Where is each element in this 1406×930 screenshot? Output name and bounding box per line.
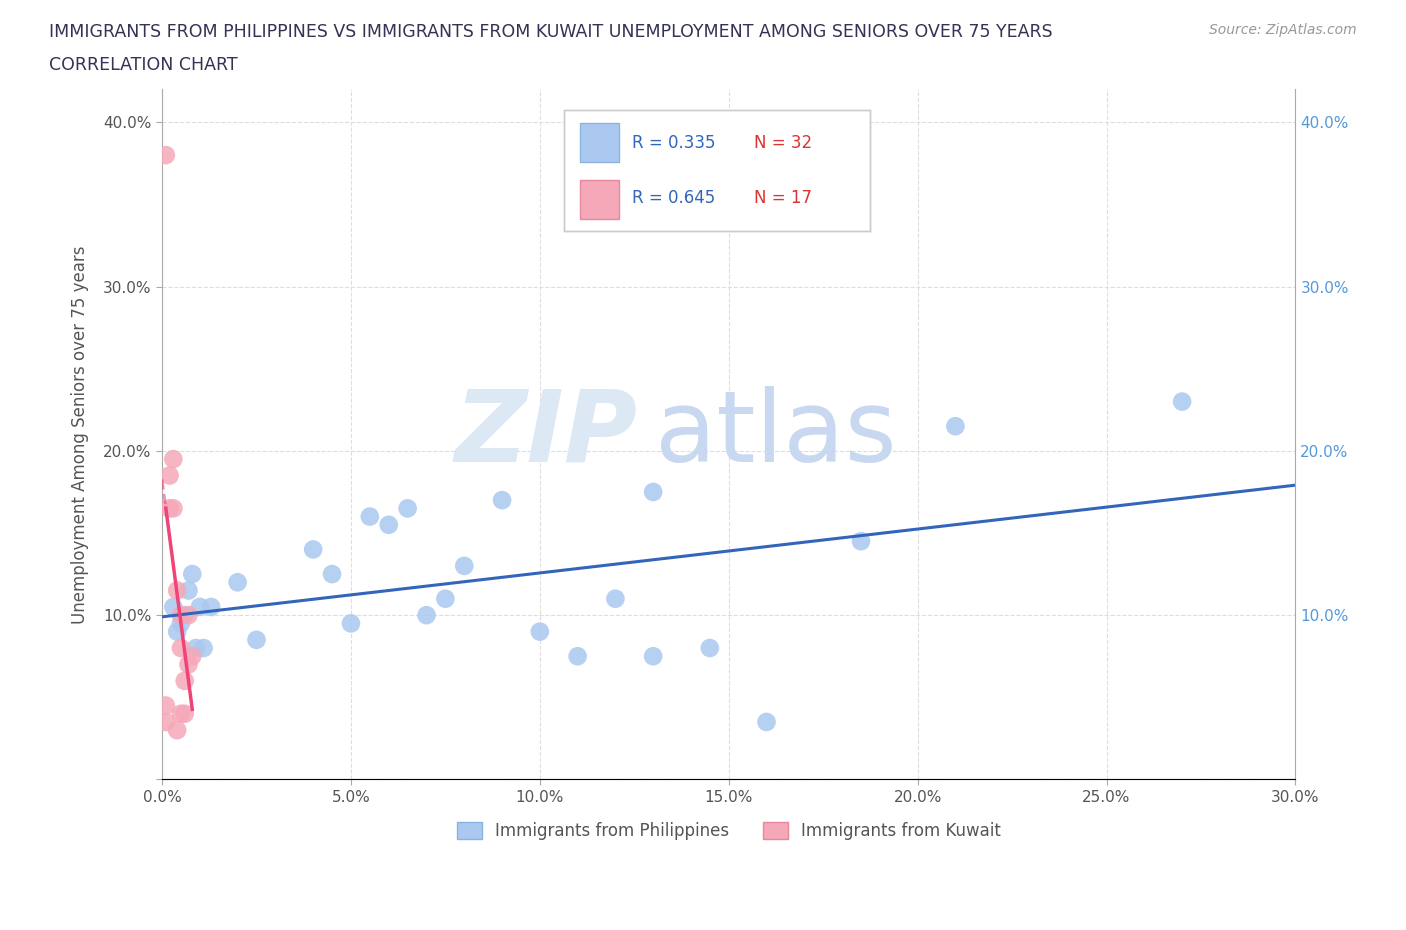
Point: [177, 607, 200, 622]
Point: [699, 641, 721, 656]
Text: atlas: atlas: [655, 386, 897, 483]
Point: [177, 583, 200, 598]
Point: [188, 600, 211, 615]
Point: [415, 607, 437, 622]
Point: [340, 616, 363, 631]
Point: [181, 649, 204, 664]
Point: [162, 600, 184, 615]
Point: [245, 632, 267, 647]
Point: [302, 542, 325, 557]
Point: [166, 723, 188, 737]
Point: [193, 641, 215, 656]
Point: [377, 517, 399, 532]
Y-axis label: Unemployment Among Seniors over 75 years: Unemployment Among Seniors over 75 years: [72, 246, 89, 624]
Point: [173, 706, 195, 721]
Point: [453, 558, 475, 573]
Point: [173, 673, 195, 688]
Point: [529, 624, 551, 639]
Point: [605, 591, 627, 606]
Point: [177, 657, 200, 671]
Text: CORRELATION CHART: CORRELATION CHART: [49, 56, 238, 73]
Point: [200, 600, 222, 615]
Point: [162, 501, 184, 516]
Point: [396, 501, 419, 516]
Point: [945, 418, 967, 433]
Point: [170, 641, 193, 656]
Point: [170, 616, 193, 631]
Point: [173, 607, 195, 622]
Point: [1171, 394, 1194, 409]
Point: [155, 714, 177, 729]
Point: [181, 566, 204, 581]
Legend: Immigrants from Philippines, Immigrants from Kuwait: Immigrants from Philippines, Immigrants …: [450, 816, 1008, 847]
Point: [159, 501, 181, 516]
Point: [491, 493, 513, 508]
Point: [170, 706, 193, 721]
Point: [321, 566, 343, 581]
Point: [166, 583, 188, 598]
Point: [755, 714, 778, 729]
Text: IMMIGRANTS FROM PHILIPPINES VS IMMIGRANTS FROM KUWAIT UNEMPLOYMENT AMONG SENIORS: IMMIGRANTS FROM PHILIPPINES VS IMMIGRANT…: [49, 23, 1053, 41]
Point: [643, 649, 665, 664]
Point: [359, 509, 381, 524]
Point: [166, 624, 188, 639]
Point: [849, 534, 872, 549]
Point: [643, 485, 665, 499]
Point: [170, 607, 193, 622]
Point: [226, 575, 249, 590]
Point: [567, 649, 589, 664]
Text: Source: ZipAtlas.com: Source: ZipAtlas.com: [1209, 23, 1357, 37]
Point: [159, 468, 181, 483]
Text: ZIP: ZIP: [456, 386, 638, 483]
Point: [184, 641, 207, 656]
Point: [155, 148, 177, 163]
Point: [434, 591, 457, 606]
Point: [155, 698, 177, 713]
Point: [162, 452, 184, 467]
